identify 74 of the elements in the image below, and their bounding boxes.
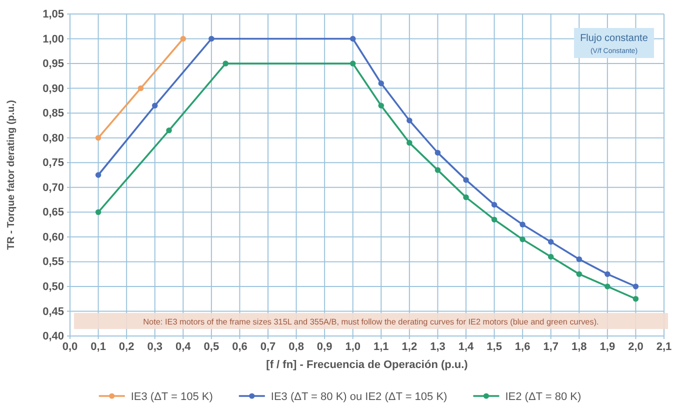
x-tick-label: 0,9: [316, 340, 332, 353]
x-tick-label: 0,6: [232, 340, 248, 353]
x-tick-label: 0,0: [62, 340, 78, 353]
point: [378, 102, 384, 109]
point: [548, 254, 554, 260]
point: [434, 167, 441, 173]
x-tick-label: 2,0: [628, 340, 644, 353]
point: [95, 172, 102, 178]
point: [95, 209, 102, 216]
annotation: Note: IE3 motors of the frame sizes 315L and 355A/B, must follow the derating curves for IE2 motors (blue and green curves).: [143, 318, 599, 326]
point: [138, 85, 144, 92]
y-tick-label: 0,75: [42, 157, 64, 170]
y-tick-label: 0,90: [42, 82, 64, 95]
y-tick-label: 0,70: [42, 182, 64, 194]
point: [350, 36, 356, 42]
x-axis-title: [f / fn] - Frecuencia de Operación (p.u.): [266, 359, 468, 371]
y-tick-label: 0,55: [42, 256, 64, 268]
y-axis-title: TR - Torque fator derating (p.u.): [6, 100, 17, 250]
point: [604, 271, 610, 277]
y-tick-label: 0,95: [42, 58, 64, 70]
point: [520, 222, 526, 228]
point: [632, 284, 639, 290]
point: [434, 150, 441, 156]
x-tick-label: 1,2: [402, 340, 418, 353]
point: [576, 271, 582, 277]
legend-label: IE3 (ΔT = 80 K) ou IE2 (ΔT = 105 K): [270, 391, 448, 403]
point: [520, 236, 526, 242]
x-tick-label: 1,1: [373, 340, 389, 353]
point: [491, 216, 498, 222]
x-tick-label: 0,4: [175, 340, 192, 353]
x-tick-label: 1,0: [345, 340, 361, 353]
x-tick-label: 0,7: [260, 340, 276, 353]
x-tick-label: 0,5: [204, 340, 220, 353]
point: [632, 296, 639, 302]
x-tick-label: 1,5: [486, 340, 502, 353]
point: [208, 36, 214, 42]
point: [463, 177, 469, 183]
annotation: Flujo constante: [580, 33, 648, 44]
x-tick-label: 1,8: [571, 340, 587, 353]
point: [463, 194, 469, 200]
point: [406, 140, 412, 146]
point: [491, 202, 498, 208]
x-tick-label: 2,1: [656, 340, 672, 353]
y-tick-label: 0,60: [42, 231, 64, 244]
y-tick-label: 0,50: [42, 280, 64, 293]
y-tick-label: 0,45: [42, 306, 64, 318]
point: [576, 256, 582, 262]
x-tick-label: 1,7: [543, 340, 559, 353]
point: [604, 284, 610, 290]
x-tick-label: 1,3: [430, 340, 446, 353]
x-tick-label: 0,3: [147, 340, 163, 353]
y-tick-label: 1,00: [42, 33, 64, 46]
legend-label: IE3 (ΔT = 105 K): [130, 391, 213, 403]
point: [378, 80, 384, 86]
point: [180, 36, 186, 42]
legend-label: IE2 (ΔT = 80 K): [505, 391, 582, 403]
y-tick-label: 1,05: [42, 8, 64, 21]
y-tick-label: 0,65: [42, 206, 64, 219]
y-tick-label: 0,85: [42, 108, 64, 120]
point: [548, 239, 554, 245]
point: [222, 60, 228, 66]
x-tick-label: 1,9: [600, 340, 616, 353]
x-tick-label: 0,2: [118, 340, 134, 353]
x-tick-label: 0,1: [90, 340, 106, 353]
y-tick-label: 0,80: [42, 132, 64, 144]
point: [95, 134, 102, 141]
point: [350, 60, 356, 66]
x-tick-label: 1,4: [458, 340, 475, 353]
x-tick-label: 0,8: [288, 340, 304, 353]
x-tick-label: 1,6: [514, 340, 530, 353]
point: [152, 102, 158, 109]
point: [166, 128, 172, 134]
point: [406, 118, 412, 124]
y-tick-label: 0,40: [42, 330, 64, 343]
